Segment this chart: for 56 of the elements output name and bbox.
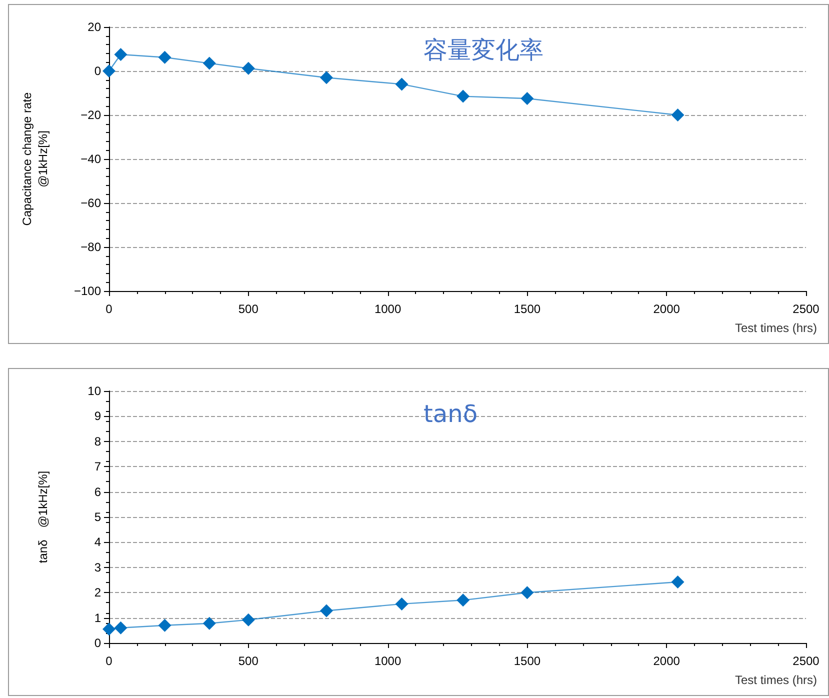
point xyxy=(456,90,470,103)
x-tick-label: 2000 xyxy=(653,302,680,316)
point xyxy=(158,50,172,64)
point xyxy=(102,64,116,78)
x-tick-label: 2000 xyxy=(653,654,680,668)
y-tick-label: 6 xyxy=(94,484,102,499)
point xyxy=(520,586,534,600)
y-tick-label: 2 xyxy=(94,586,102,600)
x-tick-label: 500 xyxy=(238,302,259,316)
y-axis-title: tanδ @1kHz[%] xyxy=(36,470,50,564)
x-tick-label: 2500 xyxy=(792,654,820,668)
x-axis-title: Test times (hrs) xyxy=(734,673,818,687)
point xyxy=(242,613,255,626)
chart-title: 容量変化率 xyxy=(424,36,544,64)
y-tick-label: 5 xyxy=(94,510,102,524)
y-tick-label: 0 xyxy=(94,64,102,78)
y-tick-label: 9 xyxy=(94,409,102,424)
x-axis-title: Test times (hrs) xyxy=(734,321,818,335)
point xyxy=(456,594,470,607)
x-tick-label: 2500 xyxy=(792,302,820,316)
point xyxy=(671,108,684,122)
point xyxy=(242,62,255,75)
y-tick-label: −20 xyxy=(80,108,102,122)
point xyxy=(202,56,216,70)
y-tick-label: 4 xyxy=(94,535,102,550)
x-tick-label: 0 xyxy=(106,654,113,668)
x-tick-label: 1000 xyxy=(374,302,402,316)
point xyxy=(114,48,128,61)
point xyxy=(395,78,408,91)
x-tick-label: 1000 xyxy=(374,654,402,668)
x-tick-label: 0 xyxy=(106,302,113,316)
y-tick-label: 1 xyxy=(94,610,102,625)
point xyxy=(158,618,172,632)
y-tick-label: −40 xyxy=(80,152,102,166)
y-tick-label: 3 xyxy=(94,560,102,574)
point xyxy=(520,92,534,105)
y-tick-label: 7 xyxy=(94,460,102,474)
point xyxy=(395,597,408,610)
chart-title: tanδ xyxy=(424,400,478,428)
point xyxy=(102,622,116,636)
y-tick-label: −100 xyxy=(74,284,102,298)
point xyxy=(202,616,216,630)
y-tick-label: 20 xyxy=(88,20,102,34)
point xyxy=(114,621,128,634)
x-tick-label: 500 xyxy=(238,654,259,668)
y-axis-title: Capacitance change rate @1kHz[%] xyxy=(20,92,50,226)
point xyxy=(320,604,333,618)
x-tick-label: 1500 xyxy=(514,654,541,668)
point xyxy=(320,71,333,84)
y-tick-label: 8 xyxy=(94,434,102,448)
point xyxy=(671,576,684,589)
y-tick-label: 10 xyxy=(88,384,102,398)
y-tick-label: −60 xyxy=(80,196,102,210)
x-tick-label: 1500 xyxy=(514,302,541,316)
y-tick-label: 0 xyxy=(94,636,102,650)
y-tick-label: −80 xyxy=(80,240,102,254)
